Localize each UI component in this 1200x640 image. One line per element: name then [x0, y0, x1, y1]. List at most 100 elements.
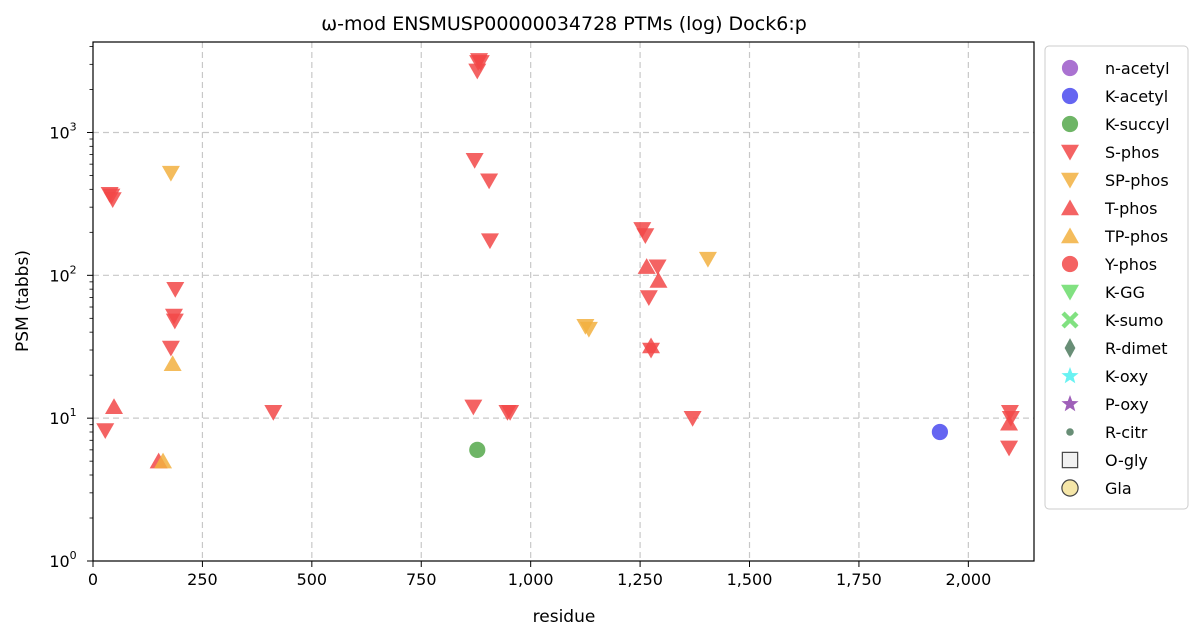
legend-label: S-phos: [1105, 143, 1159, 162]
y-tick-label: 103: [49, 120, 76, 142]
legend-label: P-oxy: [1105, 395, 1149, 414]
legend-item: R-dimet: [1064, 338, 1168, 358]
legend-marker: [1061, 451, 1079, 469]
data-point: [636, 228, 655, 245]
legend-item: TP-phos: [1061, 227, 1168, 246]
legend-marker: [1061, 479, 1079, 497]
data-point: [931, 423, 949, 441]
legend-item: SP-phos: [1061, 171, 1169, 190]
legend-item: K-succyl: [1061, 115, 1170, 134]
x-tick-label: 1,250: [617, 570, 663, 589]
series-tp-phos: [154, 355, 182, 469]
x-tick-label: 750: [406, 570, 437, 589]
legend-item: Gla: [1061, 479, 1132, 498]
legend: n-acetyl K-acetyl K-succyl S-phos SP-phos T-p…: [1044, 45, 1189, 510]
legend-item: R-citr: [1066, 423, 1148, 442]
x-tick-label: 1,750: [836, 570, 882, 589]
legend-item: Y-phos: [1061, 255, 1157, 274]
legend-marker: [1061, 172, 1079, 189]
data-point: [264, 405, 283, 421]
data-point: [683, 410, 702, 427]
legend-marker: [1061, 227, 1079, 244]
legend-label: K-GG: [1105, 283, 1145, 302]
x-tick-label: 1,000: [508, 570, 554, 589]
data-point: [1000, 414, 1019, 431]
x-tick-label: 2,000: [945, 570, 991, 589]
legend-label: Y-phos: [1104, 255, 1157, 274]
data-point: [648, 259, 667, 276]
data-point: [163, 355, 182, 372]
legend-label: n-acetyl: [1105, 59, 1170, 78]
legend-marker: [1064, 338, 1076, 358]
legend-marker: [1061, 311, 1079, 329]
legend-label: K-sumo: [1105, 311, 1163, 330]
data-point: [480, 173, 499, 190]
data-point: [642, 337, 661, 354]
x-tick-label: 250: [187, 570, 218, 589]
data-point: [469, 441, 486, 458]
x-tick-label: 0: [88, 570, 98, 589]
data-point: [639, 290, 658, 306]
plot-frame: [92, 41, 1035, 562]
x-axis-ticks: 0 250 500 750 1,000 1,250 1,500 1,750 2,000: [88, 561, 991, 589]
data-point: [471, 55, 490, 71]
legend-item: S-phos: [1061, 143, 1159, 162]
x-axis-label: residue: [533, 607, 596, 627]
legend-item: K-sumo: [1061, 311, 1163, 330]
data-point: [464, 399, 483, 416]
y-tick-label: 100: [49, 549, 76, 571]
data-point: [698, 251, 717, 268]
legend-marker: [1061, 367, 1079, 384]
legend-item: K-GG: [1061, 283, 1145, 302]
legend-label: K-acetyl: [1105, 87, 1168, 106]
y-tick-label: 101: [49, 406, 76, 428]
legend-item: n-acetyl: [1061, 59, 1170, 78]
data-point: [649, 271, 668, 288]
chart-title: ω-mod ENSMUSP00000034728 PTMs (log) Dock…: [321, 13, 807, 35]
data-point: [501, 405, 520, 421]
legend-marker: [1061, 144, 1079, 161]
legend-marker: [1061, 59, 1079, 77]
legend-marker: [1061, 199, 1079, 216]
data-point: [1000, 440, 1019, 457]
legend-label: SP-phos: [1105, 171, 1169, 190]
legend-marker: [1061, 87, 1079, 105]
legend-label: R-dimet: [1105, 339, 1168, 358]
legend-marker: [1066, 428, 1074, 436]
data-point: [637, 258, 656, 274]
x-tick-label: 500: [297, 570, 328, 589]
data-point: [165, 313, 184, 330]
legend-label: R-citr: [1105, 423, 1148, 442]
legend-item: O-gly: [1061, 451, 1148, 470]
data-point: [465, 152, 484, 169]
grid-lines: [93, 42, 1034, 561]
data-point: [579, 321, 598, 338]
legend-marker: [1061, 284, 1079, 301]
data-point: [161, 165, 180, 182]
legend-item: P-oxy: [1061, 395, 1149, 414]
x-tick-label: 1,500: [727, 570, 773, 589]
legend-box: [1044, 45, 1189, 510]
legend-marker: [1061, 115, 1079, 133]
data-point: [105, 398, 124, 415]
data-points: [96, 53, 1020, 469]
legend-label: TP-phos: [1104, 227, 1168, 246]
data-point: [480, 233, 499, 250]
series-sp-phos: [161, 165, 717, 338]
legend-label: Gla: [1105, 479, 1132, 498]
legend-label: K-succyl: [1105, 115, 1170, 134]
series-k-succyl: [469, 441, 486, 458]
legend-label: T-phos: [1104, 199, 1158, 218]
data-point: [96, 423, 115, 440]
y-axis-ticks: 100 101 102 103: [49, 46, 93, 571]
legend-marker: [1061, 395, 1079, 412]
data-point: [154, 452, 173, 469]
legend-item: K-acetyl: [1061, 87, 1168, 106]
legend-label: O-gly: [1105, 451, 1148, 470]
legend-item: T-phos: [1061, 199, 1158, 218]
legend-item: K-oxy: [1061, 367, 1148, 386]
y-axis-label: PSM (tabbs): [13, 250, 33, 352]
data-point: [103, 192, 122, 208]
